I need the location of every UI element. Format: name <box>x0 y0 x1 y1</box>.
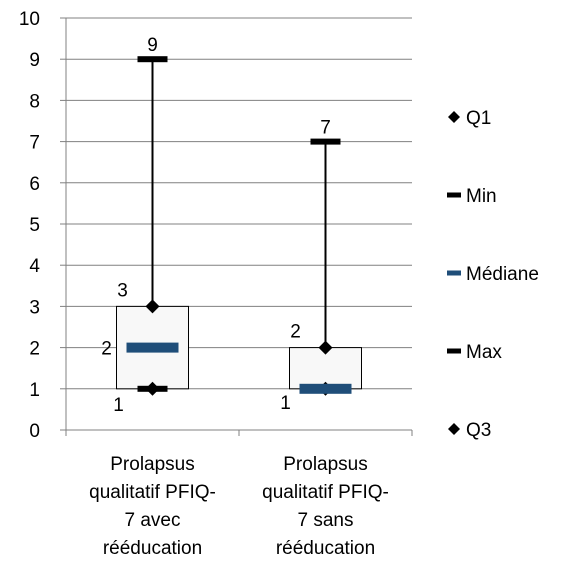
data-label: 1 <box>113 395 124 416</box>
legend-label: Q3 <box>466 420 491 441</box>
data-labels: 9 3 2 1 7 2 1 <box>101 35 331 416</box>
category-label: Prolapsus qualitatif PFIQ- 7 avec rééducati… <box>89 454 216 559</box>
median-marker <box>126 342 179 353</box>
legend-label: Q1 <box>466 108 491 129</box>
data-label: 2 <box>290 322 301 343</box>
q1-marker <box>145 381 160 396</box>
legend-swatch-diamond <box>448 111 460 123</box>
max-marker <box>137 56 168 63</box>
category-label-line: 7 sans <box>298 510 354 531</box>
data-label: 1 <box>280 393 291 414</box>
y-tick-label: 6 <box>29 174 40 195</box>
q3-marker <box>318 340 333 355</box>
data-label: 3 <box>117 280 128 301</box>
box-group <box>116 56 362 396</box>
y-tick-label: 3 <box>29 297 40 318</box>
data-label: 9 <box>147 35 158 56</box>
legend-label: Max <box>466 342 502 363</box>
y-tick-label: 1 <box>29 380 40 401</box>
category-label-line: qualitatif PFIQ- <box>262 482 389 503</box>
category-label-line: Prolapsus <box>110 454 195 475</box>
legend-label: Min <box>466 186 497 207</box>
category-label-line: qualitatif PFIQ- <box>89 482 216 503</box>
category-label-line: Prolapsus <box>283 454 368 475</box>
median-marker <box>299 383 352 394</box>
category-labels: Prolapsus qualitatif PFIQ- 7 avec rééducati… <box>89 454 389 559</box>
q3-marker <box>145 299 160 314</box>
y-tick-label: 7 <box>29 133 40 154</box>
legend-swatch-dash <box>447 270 461 276</box>
y-tick-label: 2 <box>29 339 40 360</box>
legend: Q1 Min Médiane Max Q3 <box>447 108 539 441</box>
category-label: Prolapsus qualitatif PFIQ- 7 sans rééducati… <box>262 454 389 559</box>
y-tick-label: 5 <box>29 215 40 236</box>
max-marker <box>310 138 341 145</box>
y-tick-label: 0 <box>29 421 40 442</box>
y-tick-label: 10 <box>19 9 40 30</box>
y-tick-label: 9 <box>29 50 40 71</box>
axes <box>60 17 413 436</box>
y-tick-label: 4 <box>29 256 40 277</box>
data-label: 7 <box>320 118 331 139</box>
y-tick-label: 8 <box>29 91 40 112</box>
category-label-line: rééducation <box>276 538 375 559</box>
category-label-line: rééducation <box>103 538 202 559</box>
legend-swatch-dash <box>447 348 461 354</box>
legend-label: Médiane <box>466 264 539 285</box>
legend-swatch-diamond <box>448 423 460 435</box>
legend-swatch-dash <box>447 192 461 198</box>
y-tick-labels: 0 1 2 3 4 5 6 7 8 9 10 <box>19 9 41 442</box>
data-label: 2 <box>101 339 112 360</box>
category-label-line: 7 avec <box>125 510 181 531</box>
